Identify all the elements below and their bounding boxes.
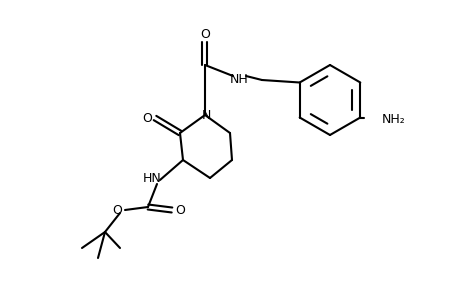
- Text: NH₂: NH₂: [381, 113, 404, 126]
- Text: O: O: [112, 203, 122, 217]
- Text: O: O: [200, 28, 209, 40]
- Text: N: N: [201, 109, 210, 122]
- Text: HN: HN: [142, 172, 161, 184]
- Text: O: O: [175, 203, 185, 217]
- Text: O: O: [142, 112, 151, 124]
- Text: NH: NH: [229, 73, 248, 85]
